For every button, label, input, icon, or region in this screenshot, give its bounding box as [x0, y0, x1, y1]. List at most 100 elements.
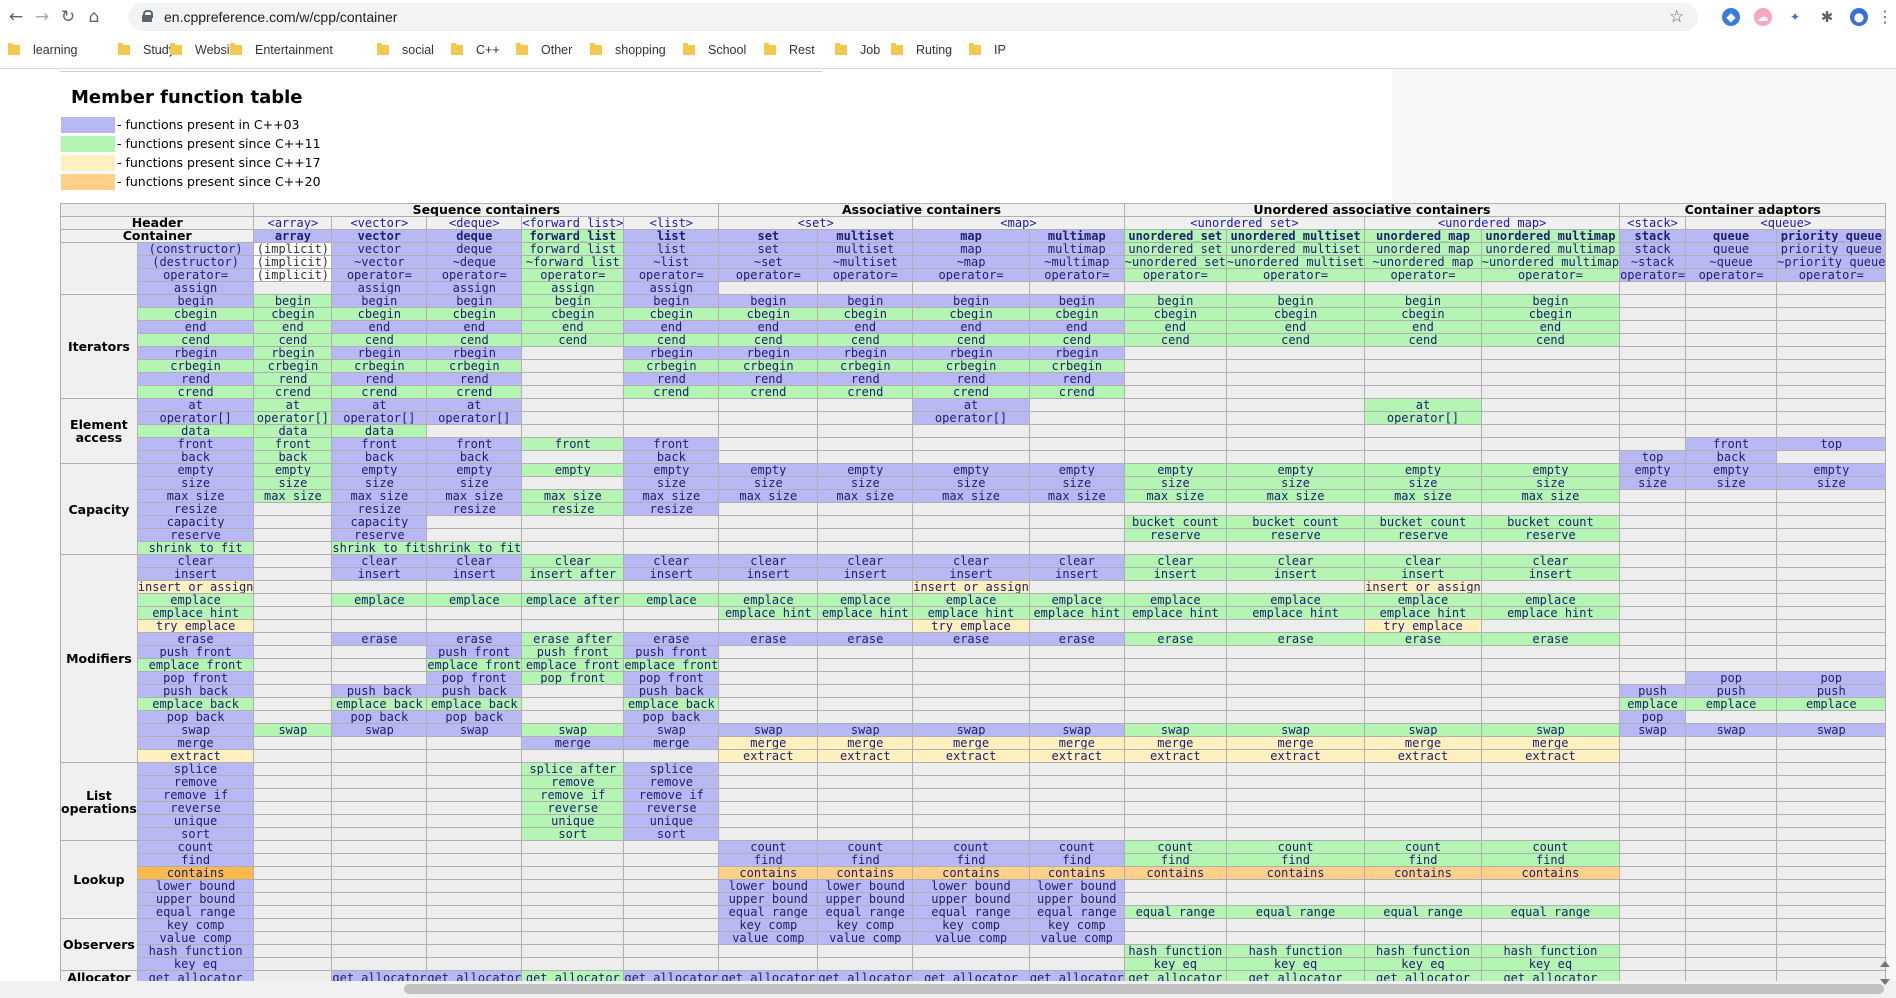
- function-cell[interactable]: push_front: [521, 645, 625, 659]
- function-cell[interactable]: emplace: [912, 593, 1030, 607]
- function-cell[interactable]: crbegin: [912, 359, 1030, 373]
- function-cell[interactable]: operator=: [1480, 268, 1621, 282]
- function-cell[interactable]: max_size: [912, 489, 1030, 503]
- function-cell[interactable]: size: [331, 476, 428, 490]
- function-cell[interactable]: insert: [1364, 567, 1482, 581]
- container-link-unordered-set[interactable]: unordered_set: [1123, 229, 1227, 243]
- function-cell[interactable]: max_size: [718, 489, 819, 503]
- function-cell[interactable]: capacity: [331, 515, 428, 529]
- function-cell[interactable]: operator[]: [1364, 411, 1482, 425]
- function-cell[interactable]: max_size: [1225, 489, 1366, 503]
- function-cell[interactable]: rbegin: [1028, 346, 1125, 360]
- function-name-reserve[interactable]: reserve: [136, 528, 255, 542]
- function-cell[interactable]: find: [718, 853, 819, 867]
- function-cell[interactable]: shrink_to_fit: [426, 541, 523, 555]
- function-cell[interactable]: size: [912, 476, 1030, 490]
- function-cell[interactable]: assign: [623, 281, 720, 295]
- function-cell[interactable]: contains: [912, 866, 1030, 880]
- function-cell[interactable]: ~unordered_map: [1364, 255, 1482, 269]
- function-cell[interactable]: operator[]: [912, 411, 1030, 425]
- function-cell[interactable]: rbegin: [426, 346, 523, 360]
- function-cell[interactable]: rbegin: [718, 346, 819, 360]
- function-name-lower-bound[interactable]: lower_bound: [136, 879, 255, 893]
- function-cell[interactable]: begin: [718, 294, 819, 308]
- function-cell[interactable]: value_comp: [912, 931, 1030, 945]
- function-cell[interactable]: ~queue: [1685, 255, 1778, 269]
- container-link-forward-list[interactable]: forward_list: [521, 229, 625, 243]
- back-arrow-icon[interactable]: ←: [8, 7, 24, 27]
- function-name-merge[interactable]: merge: [136, 736, 255, 750]
- function-cell[interactable]: shrink_to_fit: [331, 541, 428, 555]
- function-cell[interactable]: end: [1364, 320, 1482, 334]
- function-cell[interactable]: equal_range: [1364, 905, 1482, 919]
- function-cell[interactable]: emplace: [331, 593, 428, 607]
- function-name-empty[interactable]: empty: [136, 463, 255, 477]
- container-link-deque[interactable]: deque: [426, 229, 523, 243]
- function-name-remove-if[interactable]: remove_if: [136, 788, 255, 802]
- function-cell[interactable]: merge: [817, 736, 914, 750]
- function-name-capacity[interactable]: capacity: [136, 515, 255, 529]
- function-cell[interactable]: empty: [623, 463, 720, 477]
- function-cell[interactable]: swap: [426, 723, 523, 737]
- function-cell[interactable]: emplace_hint: [1028, 606, 1125, 620]
- function-cell[interactable]: ~unordered_set: [1123, 255, 1227, 269]
- function-cell[interactable]: cbegin: [817, 307, 914, 321]
- function-cell[interactable]: insert: [718, 567, 819, 581]
- function-cell[interactable]: find: [1480, 853, 1621, 867]
- function-name-count[interactable]: count: [136, 840, 255, 854]
- function-cell[interactable]: swap: [1028, 723, 1125, 737]
- function-cell[interactable]: ~deque: [426, 255, 523, 269]
- function-cell[interactable]: merge: [718, 736, 819, 750]
- function-cell[interactable]: operator=: [817, 268, 914, 282]
- function-name-find[interactable]: find: [136, 853, 255, 867]
- function-cell[interactable]: size: [426, 476, 523, 490]
- function-cell[interactable]: swap: [1480, 723, 1621, 737]
- header-link-queue[interactable]: <queue>: [1685, 216, 1887, 230]
- function-cell[interactable]: remove: [521, 775, 625, 789]
- function-cell[interactable]: clear: [817, 554, 914, 568]
- function-cell[interactable]: resize: [521, 502, 625, 516]
- function-cell[interactable]: at: [1364, 398, 1482, 412]
- function-cell[interactable]: erase: [331, 632, 428, 646]
- function-name-unique[interactable]: unique: [136, 814, 255, 828]
- function-cell[interactable]: rend: [1028, 372, 1125, 386]
- function-cell[interactable]: swap: [1619, 723, 1687, 737]
- function-cell[interactable]: insert: [1123, 567, 1227, 581]
- bookmark-ruting[interactable]: Ruting: [891, 36, 952, 64]
- function-cell[interactable]: clear: [1123, 554, 1227, 568]
- function-cell[interactable]: reserve: [331, 528, 428, 542]
- function-cell[interactable]: forward_list: [521, 242, 625, 256]
- function-cell[interactable]: end: [1123, 320, 1227, 334]
- function-cell[interactable]: key_eq: [1480, 957, 1621, 971]
- function-cell[interactable]: max_size: [1028, 489, 1125, 503]
- function-name-emplace-back[interactable]: emplace_back: [136, 697, 255, 711]
- function-cell[interactable]: emplace_back: [623, 697, 720, 711]
- function-name-data[interactable]: data: [136, 424, 255, 438]
- function-cell[interactable]: ~set: [718, 255, 819, 269]
- function-cell[interactable]: cend: [331, 333, 428, 347]
- function-cell[interactable]: equal_range: [1480, 905, 1621, 919]
- function-cell[interactable]: clear: [331, 554, 428, 568]
- function-name-clear[interactable]: clear: [136, 554, 255, 568]
- function-cell[interactable]: data: [253, 424, 333, 438]
- function-cell[interactable]: push_back: [623, 684, 720, 698]
- function-cell[interactable]: pop: [1776, 671, 1887, 685]
- function-cell[interactable]: emplace_hint: [1123, 606, 1227, 620]
- function-cell[interactable]: cend: [521, 333, 625, 347]
- function-cell[interactable]: ~multimap: [1028, 255, 1125, 269]
- function-cell[interactable]: push_back: [331, 684, 428, 698]
- function-cell[interactable]: operator[]: [426, 411, 523, 425]
- header-link-forward-list[interactable]: <forward_list>: [521, 216, 625, 230]
- function-cell[interactable]: begin: [1480, 294, 1621, 308]
- function-cell[interactable]: swap: [1776, 723, 1887, 737]
- function-cell[interactable]: end: [331, 320, 428, 334]
- address-url[interactable]: en.cppreference.com/w/cpp/container: [164, 9, 398, 25]
- function-cell[interactable]: insert: [1225, 567, 1366, 581]
- function-cell[interactable]: crbegin: [253, 359, 333, 373]
- container-link-unordered-multimap[interactable]: unordered_multimap: [1480, 229, 1621, 243]
- function-cell[interactable]: pop: [1619, 710, 1687, 724]
- function-cell[interactable]: ~list: [623, 255, 720, 269]
- function-cell[interactable]: count: [817, 840, 914, 854]
- function-name-destructor[interactable]: (destructor): [136, 255, 255, 269]
- function-cell[interactable]: reserve: [1364, 528, 1482, 542]
